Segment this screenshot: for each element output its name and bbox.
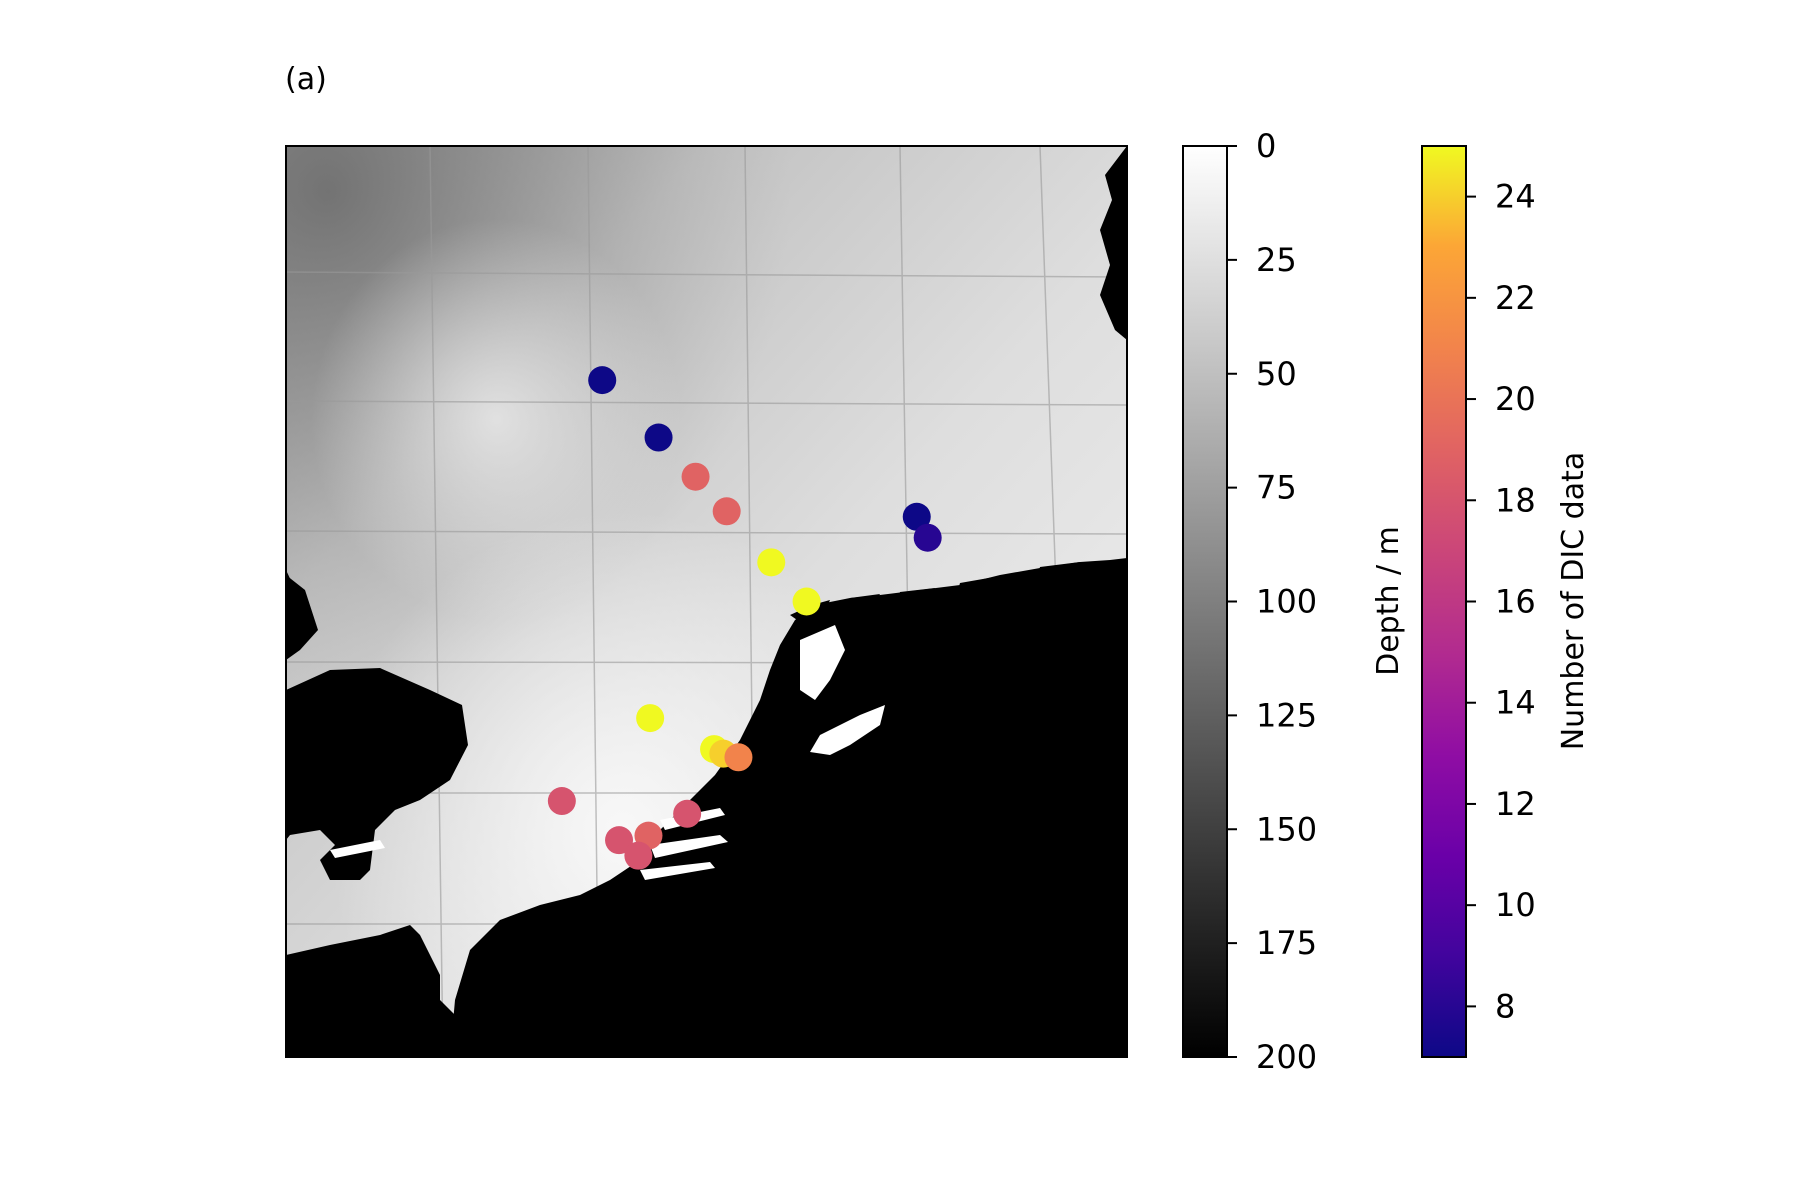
land-uk-south: [286, 925, 470, 1057]
depth-colorbar: 0 25 50 75 100 125 150 175 200 Depth / m: [1182, 127, 1406, 1076]
depth-tick-label: 125: [1256, 696, 1317, 734]
count-tick-label: 14: [1495, 684, 1536, 722]
station-point-6: [792, 587, 821, 616]
zeeland-estuary-3: [640, 862, 715, 880]
depth-tick-label: 25: [1256, 241, 1297, 279]
station-point-17: [624, 841, 653, 870]
land-wadden-island-4: [958, 576, 1000, 590]
count-tick-label: 22: [1495, 279, 1536, 317]
count-tick-label: 16: [1495, 583, 1536, 621]
depth-tick-label: 150: [1256, 810, 1317, 848]
depth-colorbar-ramp: [1182, 145, 1228, 1058]
count-tick-label: 12: [1495, 785, 1536, 823]
station-point-2: [644, 423, 673, 452]
panel-label: (a): [285, 62, 327, 97]
land: [286, 146, 1127, 1057]
land-uk-coast: [286, 570, 300, 655]
map-area: [286, 146, 1127, 1057]
count-colorbar-ramp: [1421, 145, 1467, 1058]
depth-tick-label: 50: [1256, 355, 1297, 393]
station-point-1: [588, 366, 617, 395]
ijsselmeer-north: [800, 625, 845, 700]
zeeland-estuary-2: [650, 835, 728, 858]
land-wadden-island-2: [848, 594, 880, 604]
count-tick-label: 20: [1495, 380, 1536, 418]
land-continent: [450, 558, 1127, 1057]
station-point-12: [724, 743, 753, 772]
depth-tick-label: 100: [1256, 583, 1317, 621]
station-point-5: [757, 548, 786, 577]
station-markers: [547, 366, 942, 870]
depth-tick-label: 200: [1256, 1038, 1317, 1076]
land-wadden-island-3: [898, 588, 935, 598]
depth-colorbar-ticks: 0 25 50 75 100 125 150 175 200: [1227, 127, 1317, 1076]
station-point-7: [902, 502, 931, 531]
depth-tick-label: 175: [1256, 924, 1317, 962]
thames-estuary: [330, 840, 385, 858]
station-point-3: [681, 462, 710, 491]
count-tick-label: 18: [1495, 481, 1536, 519]
count-tick-label: 8: [1495, 987, 1515, 1025]
land-uk-southeast: [286, 668, 468, 880]
station-point-8: [913, 523, 942, 552]
station-point-15: [605, 826, 634, 855]
depth-colorbar-label: Depth / m: [1371, 526, 1406, 676]
count-colorbar: 8 10 12 14 16 18 20 22 24 Number of DIC data: [1421, 145, 1591, 1058]
count-colorbar-ticks: 8 10 12 14 16 18 20 22 24: [1466, 178, 1536, 1025]
map-frame: [285, 145, 1128, 1058]
count-tick-label: 10: [1495, 886, 1536, 924]
station-point-4: [712, 497, 741, 526]
land-norway: [1100, 146, 1127, 340]
count-tick-label: 24: [1495, 178, 1536, 216]
ijsselmeer-markermeer: [810, 705, 885, 755]
count-colorbar-label: Number of DIC data: [1556, 452, 1591, 751]
depth-tick-label: 0: [1256, 127, 1276, 165]
depth-tick-label: 75: [1256, 469, 1297, 507]
station-point-13: [547, 787, 576, 816]
station-point-14: [673, 799, 702, 828]
land-wadden-island-5: [1038, 562, 1080, 574]
station-point-9: [636, 704, 665, 733]
